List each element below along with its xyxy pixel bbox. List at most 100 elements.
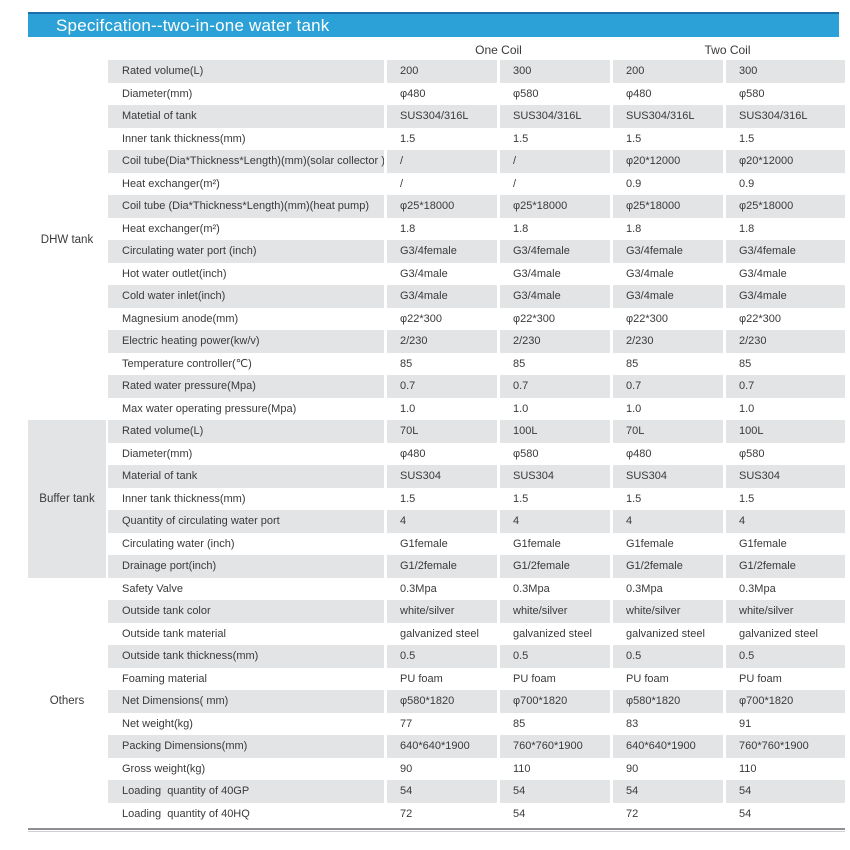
row-label: Diameter(mm): [122, 447, 193, 460]
table-row: Rated water pressure(Mpa) 0.7 0.7 0.7 0.7: [108, 375, 845, 398]
row-value: 0.7: [387, 375, 497, 398]
row-label: Coil tube(Dia*Thickness*Length)(mm)(sola…: [108, 150, 384, 173]
table-row: Safety Valve 0.3Mpa 0.3Mpa 0.3Mpa 0.3Mpa: [108, 578, 845, 601]
row-value: φ700*1820: [726, 690, 845, 713]
row-label: Cold water inlet(inch): [108, 285, 384, 308]
table-row: Heat exchanger(m²) / / 0.9 0.9: [108, 173, 845, 196]
row-value: SUS304/316L: [613, 105, 723, 128]
row-label: Loading quantity of 40HQ: [122, 807, 250, 820]
row-value: φ580: [739, 87, 765, 100]
row-value: 70L: [387, 420, 497, 443]
row-value: 85: [626, 357, 639, 370]
table-row: Magnesium anode(mm) φ22*300 φ22*300 φ22*300…: [108, 308, 845, 331]
row-label: Heat exchanger(m²): [122, 222, 220, 235]
row-value: 54: [726, 780, 845, 803]
table-row: Circulating water (inch) G1female G1female…: [108, 533, 845, 556]
row-value: 1.5: [626, 132, 642, 145]
row-value: 72: [400, 807, 413, 820]
row-label: Material of tank: [108, 465, 384, 488]
row-value: 1.8: [400, 222, 416, 235]
table-row: Coil tube(Dia*Thickness*Length)(mm)(sola…: [108, 150, 845, 173]
row-value: G1female: [400, 537, 448, 550]
row-label: Hot water outlet(inch): [122, 267, 227, 280]
table-row: Net weight(kg) 77 85 83 91: [108, 713, 845, 736]
row-label: Magnesium anode(mm): [122, 312, 239, 325]
row-value: 4: [613, 510, 723, 533]
row-value: G3/4female: [387, 240, 497, 263]
row-value: φ25*18000: [500, 195, 610, 218]
row-value: 200: [613, 60, 723, 83]
page-title: Specifcation--two-in-one water tank: [56, 15, 330, 35]
row-value: G1/2female: [613, 555, 723, 578]
row-value: φ580: [513, 447, 539, 460]
table-row: Net Dimensions( mm) φ580*1820 φ700*1820 φ58…: [108, 690, 845, 713]
row-value: 0.7: [613, 375, 723, 398]
row-label: Diameter(mm): [122, 87, 193, 100]
column-header-two-coil: Two Coil: [704, 42, 751, 57]
row-label: Rated volume(L): [108, 420, 384, 443]
table-row: Hot water outlet(inch) G3/4male G3/4male G3…: [108, 263, 845, 286]
row-value: 100L: [500, 420, 610, 443]
row-value: white/silver: [613, 600, 723, 623]
row-value: φ20*12000: [726, 150, 845, 173]
row-value: φ480: [626, 447, 652, 460]
row-value: PU foam: [400, 672, 443, 685]
row-value: φ22*300: [739, 312, 782, 325]
row-value: 85: [400, 357, 413, 370]
table-row: Gross weight(kg) 90 110 90 110: [108, 758, 845, 781]
row-value: 0.5: [387, 645, 497, 668]
row-label: Outside tank color: [108, 600, 384, 623]
row-value: 54: [513, 807, 526, 820]
row-value: SUS304/316L: [726, 105, 845, 128]
row-value: G1/2female: [387, 555, 497, 578]
row-value: 2/230: [726, 330, 845, 353]
row-value: 640*640*1900: [387, 735, 497, 758]
row-value: 0.7: [500, 375, 610, 398]
row-value: 54: [387, 780, 497, 803]
row-value: G1female: [513, 537, 561, 550]
row-value: 1.0: [626, 402, 642, 415]
row-value: 72: [626, 807, 639, 820]
row-value: 1.0: [400, 402, 416, 415]
row-label: Temperature controller(℃): [122, 358, 252, 371]
row-value: PU foam: [626, 672, 669, 685]
row-label: Gross weight(kg): [122, 762, 206, 775]
table-row: Cold water inlet(inch) G3/4male G3/4male G3…: [108, 285, 845, 308]
section-rows: Safety Valve 0.3Mpa 0.3Mpa 0.3Mpa 0.3Mpa Outs…: [108, 578, 845, 826]
row-value: φ480: [400, 447, 426, 460]
row-value: 1.5: [626, 492, 642, 505]
row-value: G3/4male: [726, 285, 845, 308]
row-value: 4: [500, 510, 610, 533]
table-row: Rated volume(L) 70L 100L 70L 100L: [108, 420, 845, 443]
row-value: 91: [739, 717, 752, 730]
row-label: Matetial of tank: [108, 105, 384, 128]
row-value: 0.5: [500, 645, 610, 668]
table-row: Electric heating power(kw/v) 2/230 2/230 2/…: [108, 330, 845, 353]
table-row: Outside tank color white/silver white/silv…: [108, 600, 845, 623]
row-value: galvanized steel: [626, 627, 705, 640]
row-value: 1.5: [400, 492, 416, 505]
row-value: 90: [626, 762, 639, 775]
table-row: Matetial of tank SUS304/316L SUS304/316L SU…: [108, 105, 845, 128]
row-value: 70L: [613, 420, 723, 443]
row-value: white/silver: [500, 600, 610, 623]
row-value: 54: [613, 780, 723, 803]
row-value: φ22*300: [400, 312, 443, 325]
row-value: 0.3Mpa: [513, 582, 550, 595]
row-value: G3/4female: [500, 240, 610, 263]
row-value: 90: [400, 762, 413, 775]
row-value: SUS304: [726, 465, 845, 488]
row-value: 4: [387, 510, 497, 533]
row-value: 2/230: [613, 330, 723, 353]
row-value: 85: [513, 717, 526, 730]
row-value: 640*640*1900: [613, 735, 723, 758]
row-value: φ22*300: [626, 312, 669, 325]
row-value: 1.8: [739, 222, 755, 235]
table-row: Max water operating pressure(Mpa) 1.0 1.0 1…: [108, 398, 845, 421]
table-row: Drainage port(inch) G1/2female G1/2female G…: [108, 555, 845, 578]
table-section: Buffer tank Rated volume(L) 70L 100L 70L 100L…: [28, 420, 845, 578]
row-value: 110: [513, 762, 531, 775]
row-value: G1/2female: [500, 555, 610, 578]
table-row: Diameter(mm) φ480 φ580 φ480 φ580: [108, 83, 845, 106]
